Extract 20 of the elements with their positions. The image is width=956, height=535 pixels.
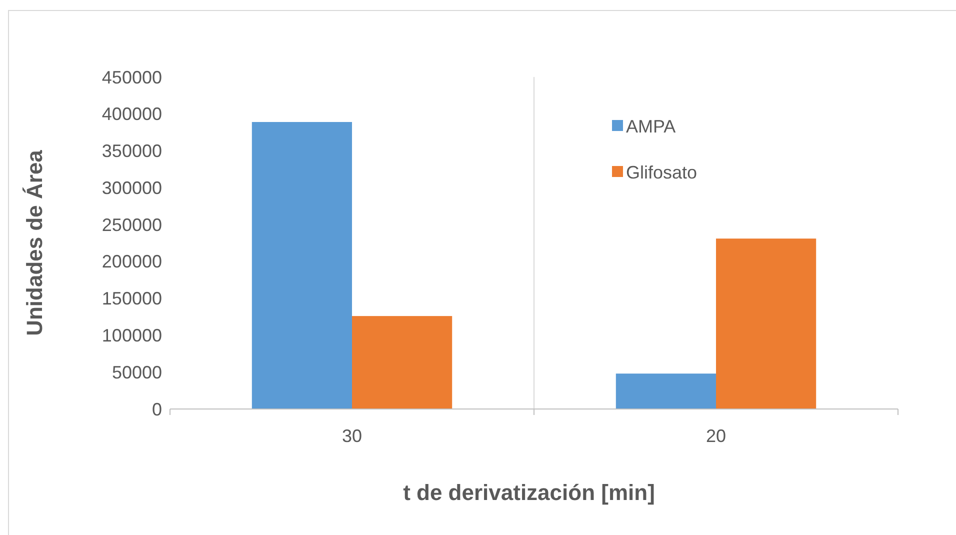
legend-label: AMPA	[626, 116, 676, 136]
y-tick-label: 50000	[112, 362, 162, 382]
y-tick-label: 400000	[102, 104, 162, 124]
y-tick-label: 150000	[102, 288, 162, 309]
bar	[616, 374, 716, 409]
legend-label: Glifosato	[626, 162, 698, 182]
x-tick-label: 30	[342, 426, 362, 446]
y-tick-label: 450000	[102, 67, 162, 88]
y-tick-label: 300000	[102, 178, 162, 198]
y-tick-label: 200000	[102, 252, 162, 272]
y-tick-label: 100000	[102, 326, 162, 346]
bar	[716, 238, 816, 409]
bar	[352, 316, 452, 409]
bar	[252, 122, 352, 409]
y-tick-label: 250000	[102, 214, 162, 235]
y-tick-label: 350000	[102, 141, 162, 162]
y-tick-label: 0	[152, 399, 162, 420]
x-axis-title: t de derivatización [min]	[403, 480, 655, 505]
y-axis-title: Unidades de Área	[22, 149, 47, 336]
x-tick-label: 20	[706, 426, 726, 446]
